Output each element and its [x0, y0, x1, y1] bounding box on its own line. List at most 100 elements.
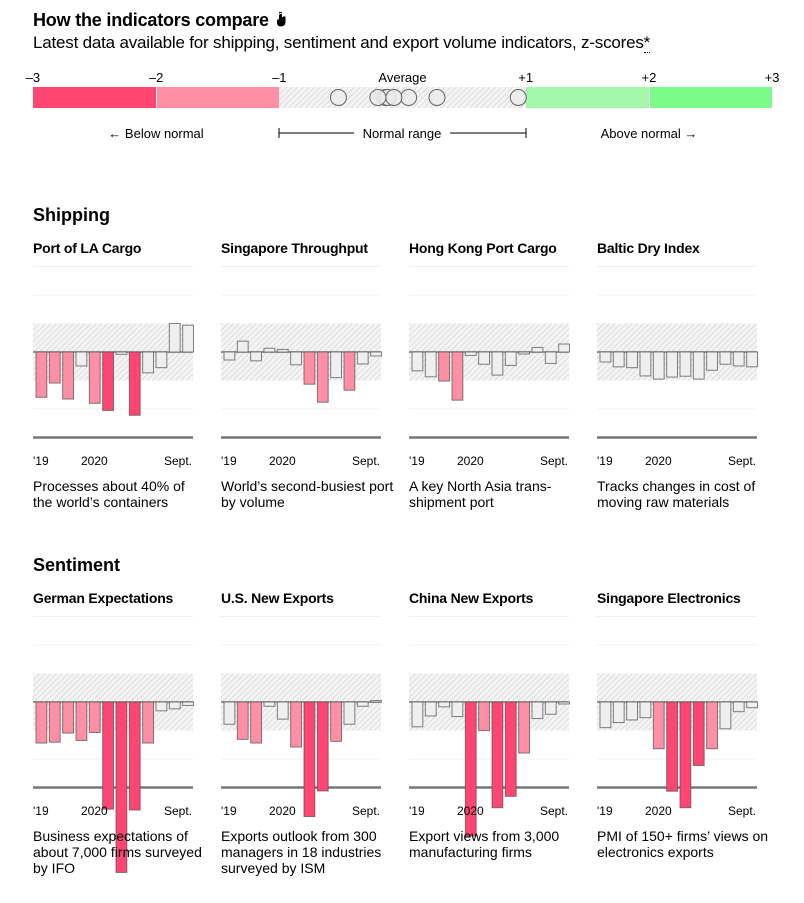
bar[interactable] [692, 351, 705, 380]
bar[interactable] [316, 351, 329, 403]
bar[interactable] [666, 351, 678, 378]
bar[interactable] [626, 701, 638, 721]
bar[interactable] [478, 351, 490, 365]
indicator-dot[interactable] [329, 89, 347, 106]
bar[interactable] [504, 351, 517, 366]
bar[interactable] [290, 351, 302, 366]
bar[interactable] [612, 351, 625, 368]
bar[interactable] [438, 701, 450, 708]
bar[interactable] [746, 701, 759, 709]
bar[interactable] [639, 701, 652, 719]
bar[interactable] [290, 701, 302, 748]
bar[interactable] [316, 701, 329, 792]
bar[interactable] [424, 701, 437, 717]
bar[interactable] [303, 351, 316, 385]
bar[interactable] [504, 701, 517, 797]
bar[interactable] [102, 701, 114, 810]
bar[interactable] [62, 701, 74, 734]
bar[interactable] [236, 340, 249, 353]
bar[interactable] [612, 701, 625, 724]
indicator-dot[interactable] [400, 89, 418, 106]
bar[interactable] [626, 351, 638, 369]
bar[interactable] [558, 343, 571, 353]
bar[interactable] [652, 351, 665, 380]
bar[interactable] [732, 351, 745, 367]
bar[interactable] [599, 351, 612, 363]
bar[interactable] [276, 701, 289, 720]
bar[interactable] [558, 701, 571, 705]
bar[interactable] [599, 701, 612, 729]
bar[interactable] [142, 701, 154, 744]
bar[interactable] [48, 701, 61, 743]
bar[interactable] [451, 701, 464, 718]
bar[interactable] [491, 351, 504, 376]
bar[interactable] [250, 351, 262, 362]
bar[interactable] [182, 701, 195, 706]
bar[interactable] [652, 701, 665, 750]
bar[interactable] [88, 701, 101, 733]
bar[interactable] [75, 701, 88, 741]
bar[interactable] [370, 700, 383, 703]
indicator-dot[interactable] [428, 89, 446, 106]
bar[interactable] [464, 351, 477, 356]
bar[interactable] [330, 351, 342, 379]
bar[interactable] [531, 346, 544, 353]
bar[interactable] [62, 351, 74, 400]
bar[interactable] [719, 351, 732, 365]
bar[interactable] [411, 351, 424, 372]
bar[interactable] [356, 701, 369, 707]
bar[interactable] [48, 351, 61, 384]
bar[interactable] [263, 701, 276, 707]
bar[interactable] [343, 351, 356, 391]
bar[interactable] [666, 701, 678, 792]
bar[interactable] [330, 701, 342, 742]
bar[interactable] [142, 351, 154, 374]
bar[interactable] [732, 701, 745, 713]
bar[interactable] [464, 701, 477, 837]
bar[interactable] [424, 351, 437, 378]
bar[interactable] [679, 351, 692, 377]
bar[interactable] [182, 324, 195, 353]
bar[interactable] [639, 351, 652, 377]
bar[interactable] [263, 347, 276, 353]
bar[interactable] [719, 701, 732, 730]
bar[interactable] [168, 701, 181, 710]
bar[interactable] [115, 351, 128, 355]
indicator-dot[interactable] [385, 89, 403, 106]
bar[interactable] [102, 351, 114, 411]
bar[interactable] [155, 701, 168, 712]
bar[interactable] [746, 351, 759, 368]
bar[interactable] [128, 351, 141, 416]
bar[interactable] [438, 351, 450, 382]
bar[interactable] [692, 701, 705, 767]
bar[interactable] [491, 701, 504, 809]
bar[interactable] [155, 351, 168, 369]
indicator-dot[interactable] [509, 89, 527, 106]
bar[interactable] [35, 351, 48, 398]
bar[interactable] [115, 701, 128, 873]
indicator-dot[interactable] [369, 89, 387, 106]
bar[interactable] [236, 701, 249, 740]
bar[interactable] [411, 701, 424, 728]
bar[interactable] [88, 351, 101, 404]
footnote-link[interactable]: * [643, 33, 651, 53]
bar[interactable] [356, 351, 369, 365]
bar[interactable] [223, 351, 236, 361]
bar[interactable] [531, 701, 544, 720]
bar[interactable] [370, 351, 383, 357]
bar[interactable] [223, 701, 236, 725]
bar[interactable] [128, 701, 141, 811]
bar[interactable] [451, 351, 464, 401]
bar[interactable] [343, 701, 356, 725]
bar[interactable] [706, 701, 718, 750]
bar[interactable] [518, 701, 530, 754]
bar[interactable] [303, 701, 316, 818]
bar[interactable] [679, 701, 692, 809]
bar[interactable] [518, 351, 530, 355]
bar[interactable] [544, 351, 557, 364]
bar[interactable] [250, 701, 262, 744]
bar[interactable] [706, 351, 718, 371]
bar[interactable] [168, 323, 181, 353]
bar[interactable] [35, 701, 48, 744]
bar[interactable] [544, 701, 557, 715]
